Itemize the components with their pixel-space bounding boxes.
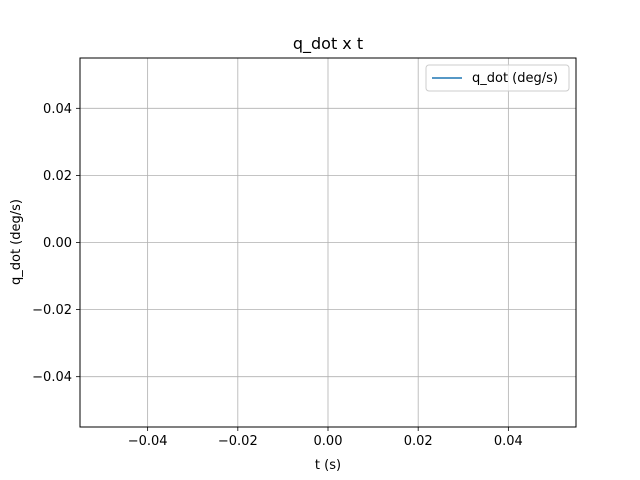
legend: q_dot (deg/s) [425,64,570,92]
x-tick-label: 0.00 [314,434,343,449]
chart-title: q_dot x t [293,34,363,54]
legend-box [425,64,570,92]
x-axis-ticks: −0.04 −0.02 0.00 0.02 0.04 [128,427,523,449]
y-tick-label: −0.04 [32,370,72,385]
y-tick-label: −0.02 [32,303,72,318]
x-tick-label: −0.02 [218,434,258,449]
y-tick-label: 0.02 [43,169,72,184]
x-tick-label: −0.04 [128,434,168,449]
y-axis-label: q_dot (deg/s) [9,199,24,285]
y-tick-label: 0.00 [43,236,72,251]
x-tick-label: 0.04 [494,434,523,449]
x-tick-label: 0.02 [404,434,433,449]
legend-label: q_dot (deg/s) [472,71,558,86]
grid [80,58,576,427]
x-axis-label: t (s) [315,458,341,473]
y-tick-label: 0.04 [43,102,72,117]
y-axis-ticks: 0.04 0.02 0.00 −0.02 −0.04 [32,102,80,385]
